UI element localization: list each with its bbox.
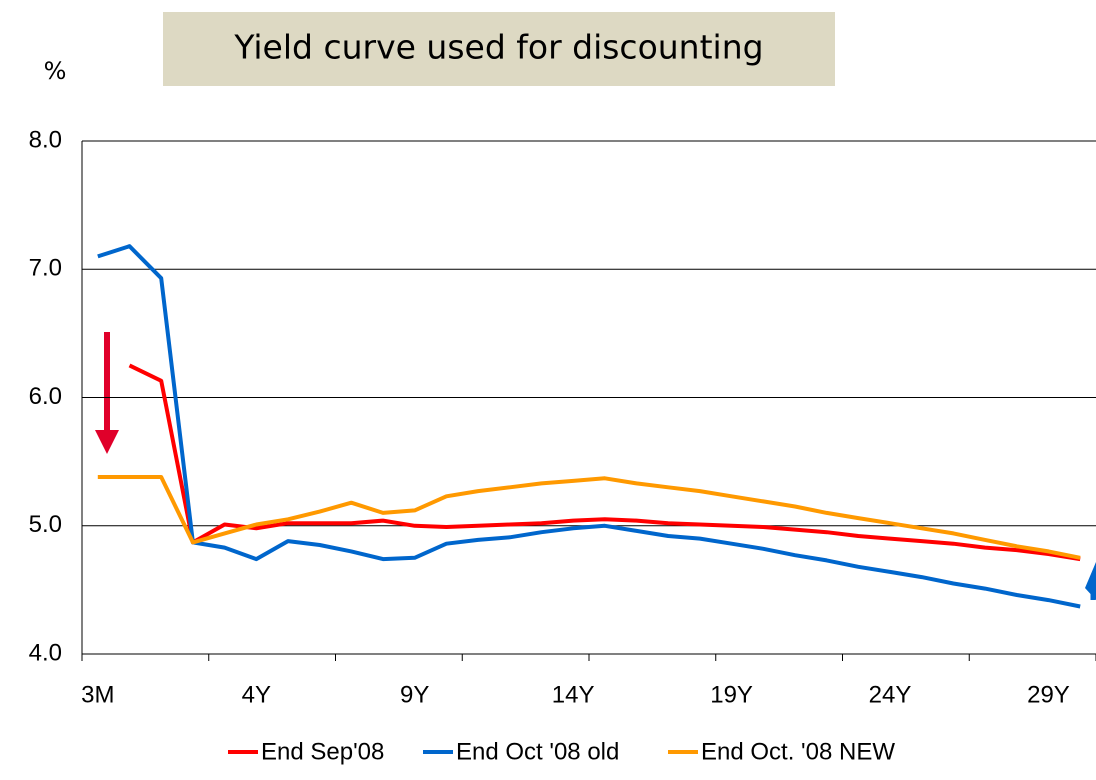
x-tick-label: 9Y	[400, 681, 429, 708]
x-tick-label: 14Y	[552, 681, 595, 708]
y-tick-label: 5.0	[29, 511, 62, 538]
x-tick-label: 4Y	[242, 681, 271, 708]
y-tick-label: 7.0	[29, 255, 62, 282]
legend-label: End Oct. '08 NEW	[701, 738, 895, 765]
x-tick-label: 19Y	[710, 681, 753, 708]
legend-label: End Oct '08 old	[456, 738, 619, 765]
legend-label: End Sep'08	[261, 738, 384, 765]
x-tick-label: 24Y	[869, 681, 912, 708]
series-line	[128, 363, 1081, 562]
y-tick-label: 4.0	[29, 639, 62, 666]
series-line	[97, 244, 1081, 609]
title-box	[163, 12, 835, 86]
chart-title: Yield curve used for discounting	[233, 28, 763, 67]
x-tick-label: 29Y	[1027, 681, 1070, 708]
arrow-head	[95, 430, 119, 454]
y-tick-label: 8.0	[29, 126, 62, 153]
y-axis-label: %	[44, 57, 67, 85]
series-line	[97, 475, 1081, 560]
x-tick-label: 3M	[81, 681, 114, 708]
y-tick-label: 6.0	[29, 383, 62, 410]
